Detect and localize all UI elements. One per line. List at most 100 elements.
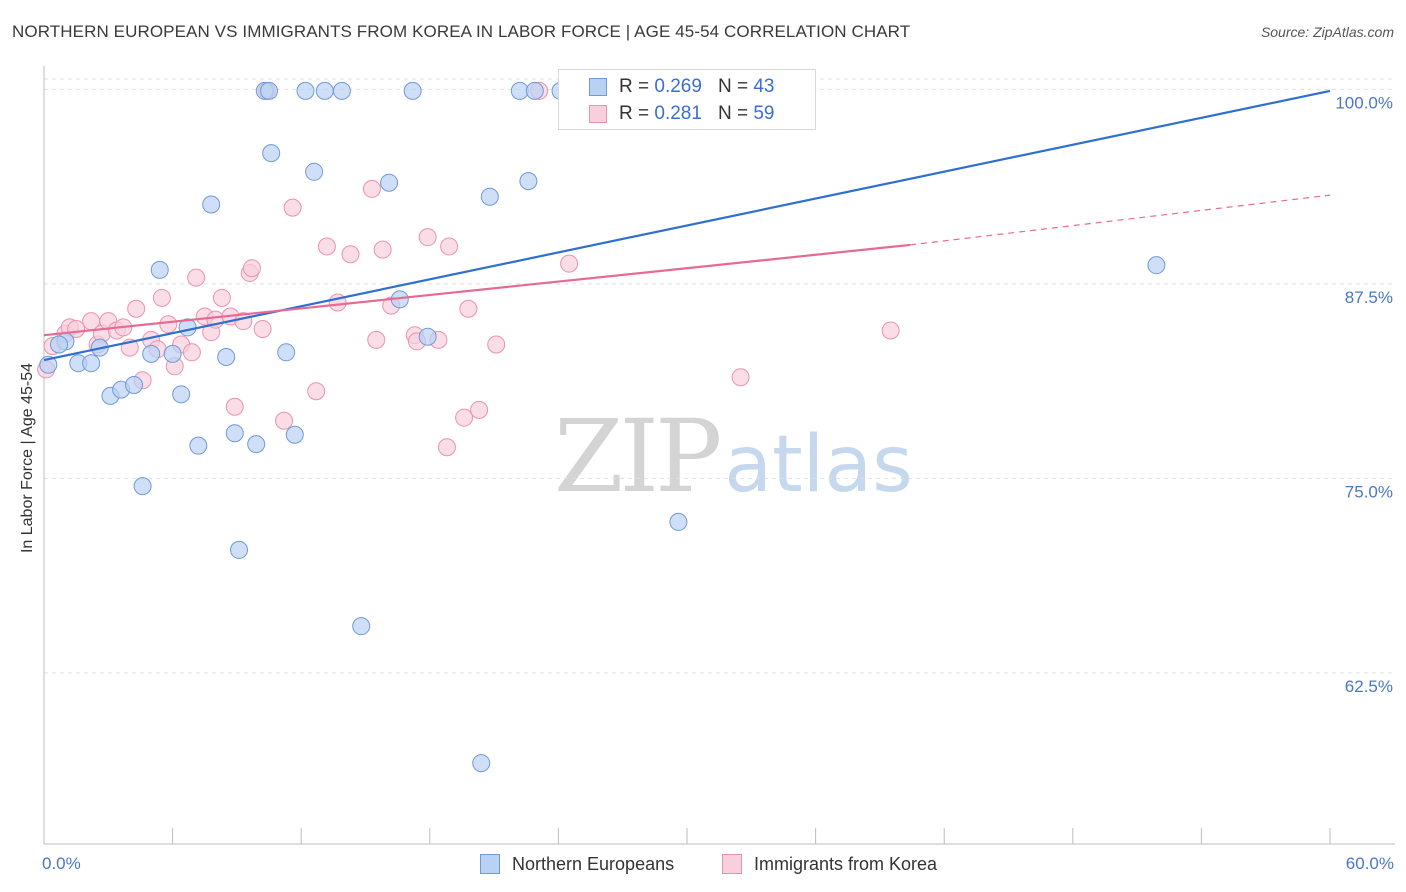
data-point-northern-european bbox=[519, 172, 538, 191]
legend-item-northern-europeans: Northern Europeans bbox=[480, 852, 674, 876]
data-point-northern-european bbox=[39, 355, 58, 374]
r-value: 0.269 bbox=[654, 76, 702, 97]
legend-item-immigrants-korea: Immigrants from Korea bbox=[722, 852, 937, 876]
data-point-northern-european bbox=[163, 344, 182, 363]
data-point-korea bbox=[881, 321, 900, 340]
data-point-northern-european bbox=[480, 187, 499, 206]
data-point-korea bbox=[373, 240, 392, 259]
chart-title: NORTHERN EUROPEAN VS IMMIGRANTS FROM KOR… bbox=[12, 22, 911, 41]
n-label: N = bbox=[717, 103, 749, 124]
x-tick-label: 0.0% bbox=[42, 854, 81, 873]
y-tick-label: 75.0% bbox=[1345, 482, 1393, 501]
data-point-northern-european bbox=[418, 327, 437, 346]
data-point-northern-european bbox=[260, 81, 279, 100]
data-point-northern-european bbox=[172, 385, 191, 404]
trend-extension-immigrants-korea bbox=[909, 194, 1331, 246]
data-point-korea bbox=[440, 237, 459, 256]
data-point-northern-european bbox=[202, 195, 221, 214]
data-point-korea bbox=[212, 288, 231, 307]
data-point-korea bbox=[317, 237, 336, 256]
data-point-northern-european bbox=[525, 81, 544, 100]
r-label: R = bbox=[619, 76, 650, 97]
data-point-northern-european bbox=[82, 354, 101, 373]
stats-legend: R = 0.269 N = 43 R = 0.281 N = 59 bbox=[558, 69, 816, 130]
data-point-korea bbox=[437, 438, 456, 457]
data-point-northern-european bbox=[230, 540, 249, 559]
data-point-northern-european bbox=[50, 335, 69, 354]
data-point-northern-european bbox=[142, 344, 161, 363]
trend-line-northern-europeans bbox=[43, 89, 1331, 362]
data-point-korea bbox=[418, 228, 437, 247]
data-point-northern-european bbox=[262, 144, 281, 163]
source-credit: Source: ZipAtlas.com bbox=[1260, 24, 1394, 40]
data-point-northern-european bbox=[225, 424, 244, 443]
data-point-northern-european bbox=[125, 375, 144, 394]
y-tick-label: 62.5% bbox=[1345, 677, 1393, 696]
r-value: 0.281 bbox=[654, 103, 702, 124]
data-point-northern-european bbox=[247, 435, 266, 454]
data-point-korea bbox=[560, 254, 579, 273]
data-point-korea bbox=[225, 397, 244, 416]
data-point-northern-european bbox=[150, 260, 169, 279]
data-point-northern-european bbox=[277, 343, 296, 362]
watermark: ZIPatlas bbox=[554, 398, 913, 515]
legend-swatch-pink bbox=[722, 854, 742, 874]
grid-layer bbox=[44, 78, 1395, 674]
data-point-northern-european bbox=[403, 81, 422, 100]
trend-layer bbox=[43, 89, 1331, 362]
watermark-zip: ZIP bbox=[554, 398, 722, 515]
data-point-northern-european bbox=[472, 754, 491, 773]
data-point-korea bbox=[367, 330, 386, 349]
data-point-northern-european bbox=[189, 436, 208, 455]
data-point-northern-european bbox=[352, 617, 371, 636]
data-point-korea bbox=[242, 259, 261, 278]
legend-swatch-blue bbox=[589, 78, 607, 96]
data-point-northern-european bbox=[510, 81, 529, 100]
y-tick-label: 100.0% bbox=[1335, 93, 1393, 112]
data-point-korea bbox=[362, 179, 381, 198]
n-label: N = bbox=[717, 76, 749, 97]
stats-legend-row-pink: R = 0.281 N = 59 bbox=[559, 101, 774, 127]
data-point-northern-european bbox=[380, 173, 399, 192]
data-point-korea bbox=[487, 335, 506, 354]
data-point-northern-european bbox=[315, 81, 334, 100]
data-point-korea bbox=[275, 411, 294, 430]
legend-swatch-pink bbox=[589, 105, 607, 123]
data-point-northern-european bbox=[305, 162, 324, 181]
data-point-korea bbox=[283, 198, 302, 217]
n-value: 59 bbox=[753, 103, 775, 124]
data-point-northern-european bbox=[296, 81, 315, 100]
data-point-korea bbox=[341, 245, 360, 264]
data-point-korea bbox=[152, 288, 171, 307]
data-point-northern-european bbox=[133, 477, 152, 496]
data-point-northern-european bbox=[1147, 256, 1166, 275]
data-point-northern-european bbox=[332, 81, 351, 100]
points-northern-europeans bbox=[39, 81, 1166, 773]
data-point-northern-european bbox=[285, 425, 304, 444]
n-value: 43 bbox=[753, 76, 775, 97]
legend-label: Northern Europeans bbox=[512, 853, 675, 874]
trend-line-immigrants-korea bbox=[43, 243, 911, 337]
legend-label: Immigrants from Korea bbox=[754, 853, 938, 874]
axis-layer bbox=[43, 66, 1395, 845]
data-point-korea bbox=[182, 343, 201, 362]
data-point-korea bbox=[307, 382, 326, 401]
x-tick-label: 60.0% bbox=[1346, 854, 1394, 873]
data-point-korea bbox=[187, 268, 206, 287]
y-tick-label: 87.5% bbox=[1345, 288, 1393, 307]
data-point-korea bbox=[253, 319, 272, 338]
data-point-korea bbox=[470, 400, 489, 419]
data-point-northern-european bbox=[217, 347, 236, 366]
label-layer: 100.0% 87.5% 75.0% 62.5% 0.0% 60.0% bbox=[42, 93, 1394, 873]
data-point-korea bbox=[455, 408, 474, 427]
data-point-korea bbox=[159, 315, 178, 334]
data-point-korea bbox=[127, 299, 146, 318]
r-label: R = bbox=[619, 103, 650, 124]
data-point-northern-european bbox=[669, 512, 688, 531]
stats-legend-row-blue: R = 0.269 N = 43 bbox=[559, 74, 774, 100]
data-point-korea bbox=[459, 299, 478, 318]
data-point-korea bbox=[731, 368, 750, 387]
legend-swatch-blue bbox=[480, 854, 500, 874]
watermark-atlas: atlas bbox=[724, 420, 913, 510]
